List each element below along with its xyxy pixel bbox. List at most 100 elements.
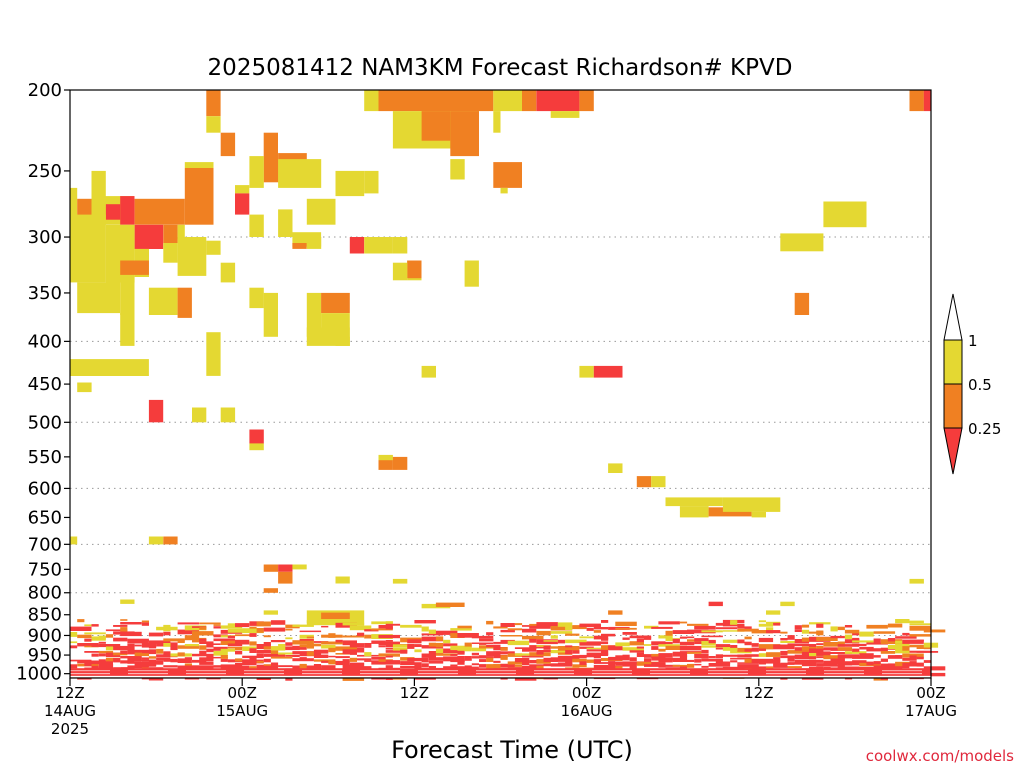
low-level-band bbox=[550, 626, 573, 631]
low-level-band bbox=[263, 627, 286, 632]
low-level-band bbox=[880, 651, 896, 654]
low-level-band bbox=[809, 644, 817, 647]
low-level-band bbox=[916, 651, 939, 653]
low-level-band bbox=[141, 620, 149, 623]
low-level-band bbox=[235, 647, 243, 651]
low-level-band bbox=[435, 630, 458, 635]
low-level-band bbox=[593, 659, 601, 664]
heatmap-cell bbox=[220, 262, 236, 283]
low-level-band bbox=[349, 625, 372, 631]
heatmap-cell bbox=[163, 224, 178, 244]
low-level-band bbox=[435, 636, 444, 641]
low-level-band bbox=[364, 666, 372, 670]
low-level-band bbox=[457, 633, 479, 638]
low-level-band bbox=[270, 656, 293, 659]
low-level-band bbox=[184, 657, 192, 660]
low-level-band bbox=[235, 650, 243, 655]
low-level-band bbox=[400, 665, 422, 668]
heatmap-cell bbox=[306, 292, 322, 337]
heatmap-cell bbox=[70, 187, 78, 219]
low-level-band bbox=[220, 664, 243, 670]
low-level-band bbox=[586, 652, 609, 656]
low-level-band bbox=[435, 648, 444, 654]
low-level-band bbox=[443, 639, 451, 644]
low-level-band bbox=[658, 653, 673, 658]
heatmap-cell bbox=[206, 90, 221, 117]
heatmap-cell bbox=[364, 90, 379, 112]
low-level-band bbox=[529, 638, 537, 643]
low-level-band bbox=[622, 664, 630, 667]
low-level-band bbox=[306, 651, 314, 656]
low-level-band bbox=[730, 657, 752, 660]
low-level-band bbox=[658, 663, 666, 668]
low-level-band bbox=[500, 623, 515, 627]
heatmap-cell bbox=[392, 262, 408, 281]
low-level-band bbox=[859, 631, 874, 637]
low-level-band bbox=[148, 660, 164, 664]
low-level-band bbox=[84, 638, 92, 642]
low-level-band bbox=[543, 640, 565, 642]
low-level-band bbox=[464, 665, 472, 669]
low-level-band bbox=[701, 645, 723, 648]
low-level-band bbox=[500, 663, 515, 668]
low-level-band bbox=[852, 637, 860, 641]
low-level-band bbox=[235, 623, 250, 628]
low-level-band bbox=[687, 623, 709, 626]
low-level-band bbox=[536, 630, 551, 636]
low-level-band bbox=[385, 621, 393, 624]
low-level-band bbox=[213, 646, 228, 651]
low-level-band bbox=[270, 646, 286, 651]
low-level-band bbox=[916, 662, 924, 667]
low-level-band bbox=[486, 644, 501, 647]
low-level-band bbox=[522, 635, 544, 640]
low-level-band bbox=[220, 648, 236, 652]
low-level-band bbox=[177, 658, 192, 663]
low-level-band bbox=[70, 626, 92, 631]
x-tick-label: 16AUG bbox=[561, 702, 613, 720]
heatmap-cell bbox=[321, 313, 350, 328]
heatmap-cell bbox=[335, 336, 350, 346]
heatmap-cell bbox=[184, 212, 214, 225]
low-level-band bbox=[730, 645, 738, 648]
low-level-band bbox=[737, 628, 759, 632]
low-level-band bbox=[163, 651, 171, 656]
low-level-band bbox=[105, 646, 114, 651]
heatmap-cell bbox=[120, 313, 135, 346]
low-level-band bbox=[457, 660, 465, 665]
low-level-band bbox=[787, 666, 802, 668]
low-level-band bbox=[622, 647, 644, 651]
boundary-layer-bands bbox=[70, 619, 946, 681]
low-level-band bbox=[550, 635, 558, 639]
low-level-band bbox=[414, 644, 422, 647]
heatmap-cell bbox=[163, 243, 178, 263]
low-level-band bbox=[529, 626, 551, 629]
low-level-band bbox=[493, 626, 508, 629]
heatmap-cell bbox=[392, 456, 408, 470]
low-level-band bbox=[220, 655, 228, 659]
legend-label: 0.25 bbox=[968, 420, 1001, 438]
heatmap-cell bbox=[306, 237, 322, 249]
low-level-band bbox=[816, 637, 838, 641]
low-level-band bbox=[127, 661, 142, 664]
low-level-band bbox=[522, 628, 537, 633]
low-level-band bbox=[156, 657, 171, 661]
low-level-band bbox=[407, 657, 429, 662]
heatmap-cell bbox=[206, 332, 221, 376]
heatmap-cell bbox=[593, 365, 623, 378]
low-level-band bbox=[270, 640, 286, 643]
low-level-band bbox=[923, 629, 946, 633]
heatmap-cell bbox=[923, 90, 931, 112]
low-level-band bbox=[141, 649, 149, 654]
heatmap-cell bbox=[708, 601, 723, 607]
low-level-band bbox=[421, 636, 444, 642]
low-level-band bbox=[758, 637, 774, 643]
low-level-band bbox=[321, 641, 343, 645]
low-level-band bbox=[278, 665, 293, 668]
low-level-band bbox=[586, 649, 609, 652]
heatmap-cell bbox=[493, 111, 501, 133]
low-level-band bbox=[844, 651, 867, 654]
low-level-band bbox=[199, 626, 207, 630]
heatmap-cell bbox=[163, 536, 178, 545]
low-level-band bbox=[722, 630, 745, 632]
